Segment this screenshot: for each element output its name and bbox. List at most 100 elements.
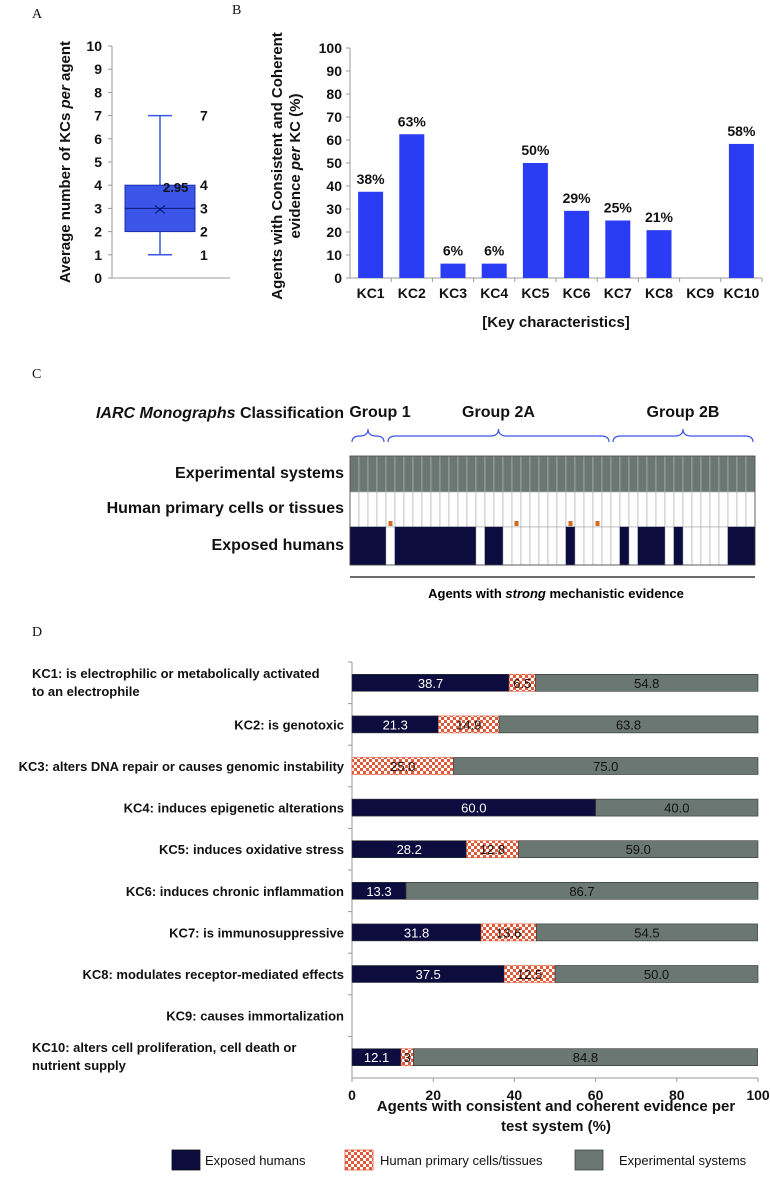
- exposed-humans-cell: [673, 526, 684, 566]
- stacked-x-tick-label: 100: [746, 1087, 770, 1103]
- box-plot-y-axis-title-part-3: agent: [57, 41, 74, 85]
- human-primary-cell: [718, 491, 729, 528]
- human-primary-cell: [682, 491, 693, 528]
- experimental-cell: [412, 455, 423, 493]
- exposed-humans-cell: [646, 526, 657, 566]
- human-primary-cell: [475, 491, 486, 528]
- exposed-humans-cell: [745, 526, 756, 566]
- stacked-x-tick-label: 20: [425, 1087, 441, 1103]
- bar-x-tick-label: KC1: [357, 285, 385, 301]
- stacked-segment-label: 14.9: [456, 717, 481, 732]
- panel-letter-b: B: [232, 3, 241, 18]
- row-label-experimental: Experimental systems: [175, 465, 344, 482]
- bar-chart-panel: Agents with Consistent and Coherent evid…: [269, 32, 763, 331]
- human-primary-mark: [388, 521, 393, 526]
- exposed-humans-cell: [556, 526, 567, 566]
- bar-chart-x-axis-title: [Key characteristics]: [482, 314, 630, 331]
- human-primary-cell: [394, 491, 405, 528]
- bar-y-tick-label: 70: [326, 109, 342, 125]
- exposed-humans-cell: [709, 526, 720, 566]
- bar-kc2: [399, 134, 425, 278]
- bar-y-tick-label: 100: [319, 40, 343, 56]
- bar-chart-y-axis-title-line-1: Agents with Consistent and Coherent: [269, 32, 286, 300]
- experimental-cell: [682, 455, 693, 493]
- experimental-cell: [673, 455, 684, 493]
- bar-kc1: [358, 191, 384, 278]
- experimental-cell: [637, 455, 648, 493]
- group-brace: [387, 428, 610, 443]
- bar-y-tick-label: 80: [326, 86, 342, 102]
- experimental-cell: [655, 455, 666, 493]
- stacked-segment-label: 86.7: [569, 884, 594, 899]
- kc-label: nutrient supply: [32, 1058, 127, 1073]
- bar-y-tick-label: 60: [326, 132, 342, 148]
- experimental-cell: [538, 455, 549, 493]
- exposed-humans-cell: [439, 526, 450, 566]
- bar-x-tick-label: KC2: [398, 285, 426, 301]
- bar-value-label: 29%: [563, 190, 592, 206]
- experimental-cell: [583, 455, 594, 493]
- experimental-cell: [745, 455, 756, 493]
- human-primary-cell: [421, 491, 432, 528]
- box-plot-y-tick-label: 10: [86, 38, 102, 54]
- kc-label: KC9: causes immortalization: [166, 1009, 344, 1024]
- experimental-cell: [574, 455, 585, 493]
- human-primary-cell: [457, 491, 468, 528]
- kc-label: KC10: alters cell proliferation, cell de…: [32, 1040, 296, 1055]
- human-primary-cell: [628, 491, 639, 528]
- bar-chart-y-axis-title-line-2-part-3: KC (%): [287, 93, 304, 146]
- stacked-segment-label: 12.5: [517, 967, 542, 982]
- experimental-cell: [718, 455, 729, 493]
- human-primary-cell: [538, 491, 549, 528]
- bar-x-tick-label: KC3: [439, 285, 467, 301]
- exposed-humans-cell: [682, 526, 693, 566]
- legend-swatch: [344, 1149, 374, 1171]
- box-plot-y-tick-label: 6: [94, 131, 102, 147]
- bar-kc4: [481, 263, 507, 278]
- human-primary-cell: [556, 491, 567, 528]
- human-primary-cell: [493, 491, 504, 528]
- human-primary-cell: [745, 491, 756, 528]
- stacked-segment-label: 75.0: [593, 759, 618, 774]
- stacked-segment-label: 6.5: [513, 676, 531, 691]
- experimental-cell: [502, 455, 513, 493]
- exposed-humans-cell: [466, 526, 477, 566]
- exposed-humans-cell: [628, 526, 639, 566]
- human-primary-cell: [736, 491, 747, 528]
- kc-label: KC3: alters DNA repair or causes genomic…: [19, 759, 345, 774]
- experimental-cell: [565, 455, 576, 493]
- exposed-humans-cell: [457, 526, 468, 566]
- group-brace: [351, 428, 385, 443]
- exposed-humans-cell: [367, 526, 378, 566]
- stacked-segment-label: 54.8: [634, 676, 659, 691]
- heatmap-panel: IARC Monographs Classification Experimen…: [96, 404, 756, 601]
- stacked-segment-label: 50.0: [644, 967, 669, 982]
- exposed-humans-cell: [538, 526, 549, 566]
- stacked-segment-label: 21.3: [383, 717, 408, 732]
- exposed-humans-cell: [727, 526, 738, 566]
- bar-y-tick-label: 50: [326, 155, 342, 171]
- box-plot-y-tick-label: 8: [94, 84, 102, 100]
- exposed-humans-cell: [430, 526, 441, 566]
- legend-swatch: [171, 1149, 201, 1171]
- stacked-bar-panel: Agents with consistent and coherent evid…: [19, 661, 770, 1171]
- human-primary-cell: [502, 491, 513, 528]
- stacked-segment-label: 60.0: [461, 801, 486, 816]
- bar-value-label: 21%: [645, 209, 674, 225]
- bar-x-tick-label: KC8: [645, 285, 673, 301]
- stacked-x-tick-label: 60: [588, 1087, 604, 1103]
- experimental-cell: [475, 455, 486, 493]
- box-value-label: 4: [200, 177, 208, 193]
- exposed-humans-cell: [502, 526, 513, 566]
- bar-kc10: [728, 143, 754, 278]
- box-plot-y-axis-title-part-1: Average number of KCs: [57, 109, 74, 284]
- classification-title-italic: IARC Monographs: [96, 405, 236, 422]
- group-label: Group 1: [349, 404, 410, 421]
- human-primary-cell: [376, 491, 387, 528]
- exposed-humans-cell: [448, 526, 459, 566]
- experimental-cell: [394, 455, 405, 493]
- group-label: Group 2A: [462, 404, 535, 421]
- exposed-humans-cell: [565, 526, 576, 566]
- experimental-cell: [520, 455, 531, 493]
- box-plot-y-tick-label: 7: [94, 108, 102, 124]
